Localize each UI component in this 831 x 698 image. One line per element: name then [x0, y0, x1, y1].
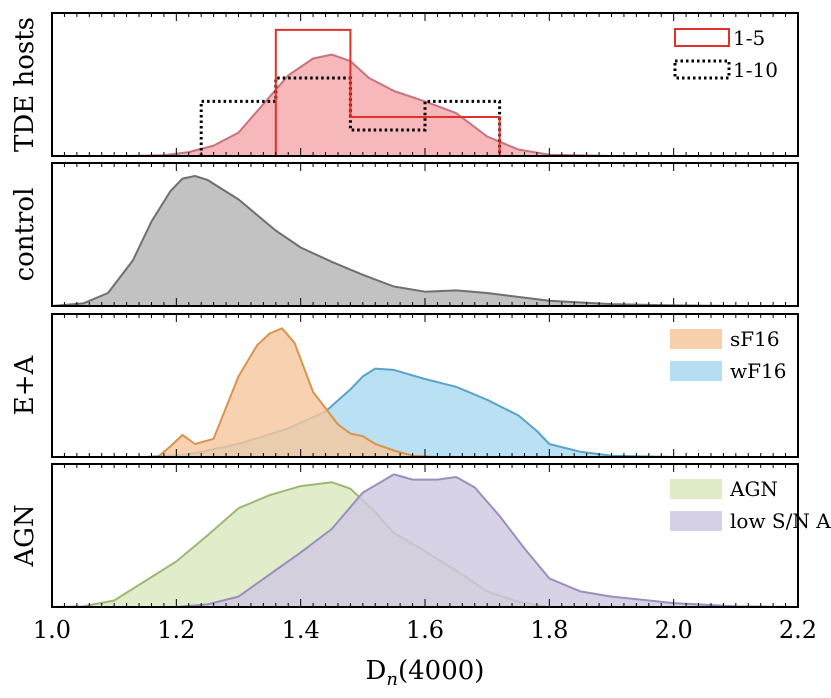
x-axis-label: Dn(4000): [366, 656, 485, 690]
kde-area-ea-0: [51, 367, 799, 458]
x-tick-label: 1.6: [406, 616, 444, 644]
legend-swatch-tde-0: [674, 28, 730, 47]
y-axis-label-control: control: [10, 188, 40, 282]
kde-area-tde-0: [51, 53, 799, 157]
panel-agn: AGN AGN low S/N AGN: [10, 463, 831, 608]
legend-label-agn-1: low S/N AGN: [730, 509, 831, 533]
ticks-ea: [51, 314, 799, 457]
panel-tde: TDE hosts 1-5 1-10: [10, 12, 799, 157]
y-axis-label-tde: TDE hosts: [10, 17, 40, 152]
y-axis-label-agn: AGN: [10, 504, 40, 567]
legend-swatch-agn-0: [670, 479, 722, 499]
panel-control: control: [10, 162, 799, 307]
legend-swatch-ea-0: [670, 329, 722, 349]
ticks-control: [51, 163, 799, 306]
legend-label-ea-1: wF16: [730, 359, 786, 383]
panels: TDE hosts 1-51-10controlE+AsF16wF16AGNAGN…: [10, 12, 831, 608]
x-tick-label: 2.2: [779, 616, 817, 644]
histogram-tde-1: [274, 28, 501, 156]
legend-swatch-ea-1: [670, 361, 722, 381]
legend-label-tde-1: 1-10: [733, 58, 778, 82]
x-tick-label: 1.0: [33, 616, 71, 644]
kde-area-ea-1: [51, 327, 799, 458]
x-axis-label-main: D: [366, 656, 387, 686]
x-axis-label-rest: (4000): [398, 656, 484, 686]
ticks-tde: [51, 13, 799, 156]
legend-label-tde-0: 1-5: [733, 26, 765, 50]
kde-area-agn-1: [51, 473, 799, 608]
x-tick-label: 1.4: [282, 616, 320, 644]
x-axis-label-subscript: n: [386, 669, 398, 690]
legend-label-agn-0: AGN: [729, 477, 778, 501]
legend-label-ea-0: sF16: [730, 327, 780, 351]
legend-swatch-tde-1: [673, 59, 731, 80]
x-tick-label: 1.2: [157, 616, 195, 644]
ticks-agn: [51, 464, 799, 607]
legend-swatch-agn-1: [670, 511, 722, 531]
x-tick-label: 2.0: [655, 616, 693, 644]
x-tick-labels: 1.0 1.2 1.4 1.6 1.8 2.0 2.2: [33, 616, 817, 644]
x-tick-label: 1.8: [530, 616, 568, 644]
kde-area-control-0: [51, 175, 799, 307]
y-axis-label-ea: E+A: [10, 355, 40, 416]
panel-ea: E+A sF16 wF16: [10, 313, 799, 458]
